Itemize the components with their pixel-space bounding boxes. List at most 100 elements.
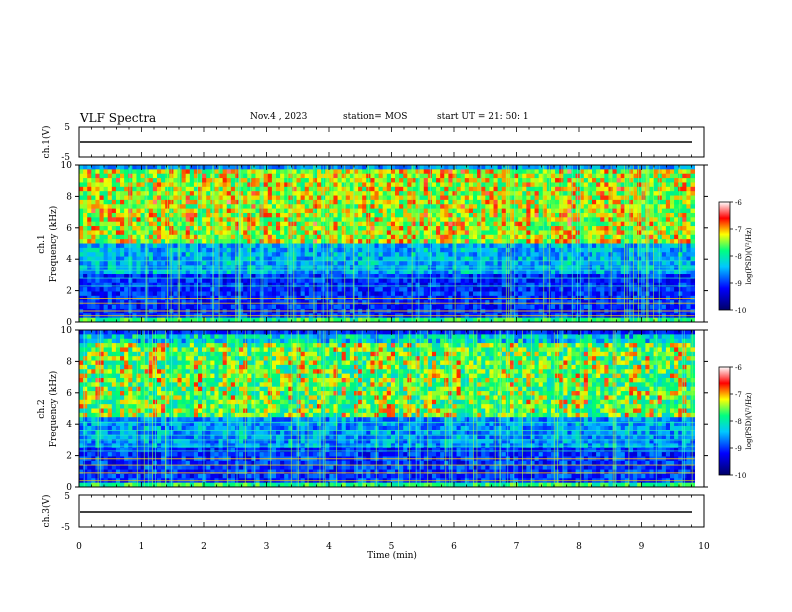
spectrogram-cell — [596, 256, 601, 262]
spectrogram-cell — [637, 169, 642, 175]
spectrogram-cell — [481, 204, 486, 210]
spectrogram-cell — [353, 191, 359, 196]
spectrogram-cell — [620, 199, 626, 205]
spectrogram-cell — [362, 256, 367, 262]
spectrogram-cell — [271, 252, 277, 257]
spectrogram-cell — [633, 243, 638, 249]
spectrogram-cell — [91, 208, 96, 214]
spectrogram-cell — [382, 182, 388, 188]
spectrogram-cell — [132, 182, 137, 188]
spectrogram-cell — [132, 269, 137, 275]
spectrogram-cell — [489, 291, 494, 297]
spectrogram-cell — [156, 212, 162, 218]
spectrogram-cell — [349, 256, 355, 262]
spectrogram-cell — [111, 173, 117, 179]
spectrogram-cell — [333, 217, 338, 223]
spectrogram-cell — [567, 291, 572, 297]
spectrogram-cell — [460, 226, 466, 231]
spectrogram-cell — [161, 239, 166, 244]
spectrogram-cell — [239, 247, 244, 253]
spectrogram-cell — [444, 221, 449, 227]
spectrogram-cell — [243, 274, 248, 279]
spectrogram-cell — [444, 217, 449, 223]
spectrogram-cell — [583, 178, 589, 183]
spectrogram-cell — [550, 239, 556, 244]
spectrogram-cell — [600, 300, 605, 305]
spectrogram-cell — [485, 287, 490, 292]
spectrogram-cell — [345, 230, 351, 236]
spectrogram-cell — [259, 191, 265, 196]
spectrogram-cell — [267, 230, 273, 236]
spectrogram-cell — [596, 191, 601, 196]
spectrogram-cell — [477, 204, 482, 210]
spectrogram-cell — [292, 212, 297, 218]
spectrogram-cell — [608, 204, 613, 210]
spectrogram-cell — [120, 243, 125, 249]
spectrogram-cell — [333, 247, 338, 253]
spectrogram-cell — [436, 252, 441, 257]
spectrogram-cell — [481, 182, 486, 188]
spectrogram-cell — [444, 230, 449, 236]
spectrogram-cell — [464, 291, 470, 297]
spectrogram-cell — [358, 199, 363, 205]
spectrogram-cell — [87, 291, 92, 297]
spectrogram-cell — [87, 317, 92, 323]
spectrogram-cell — [161, 186, 166, 192]
spectrogram-cell — [169, 252, 174, 257]
spectrogram-cell — [280, 265, 285, 271]
spectrogram-cell — [185, 165, 191, 170]
spectrogram-cell — [579, 282, 585, 288]
spectrogram-cell — [452, 195, 457, 201]
spectrogram-cell — [239, 260, 244, 266]
spectrogram-cell — [542, 291, 548, 297]
spectrogram-cell — [198, 291, 203, 297]
spectrogram-cell — [263, 195, 269, 201]
spectrogram-cell — [497, 217, 503, 223]
spectrogram-cell — [571, 199, 576, 205]
spectrogram-cell — [612, 291, 618, 297]
spectrogram-cell — [345, 195, 351, 201]
spectrogram-cell — [448, 195, 453, 201]
spectrogram-cell — [419, 317, 425, 323]
spectrogram-cell — [206, 291, 211, 297]
spectrogram-cell — [370, 173, 375, 179]
spectrogram-cell — [103, 221, 109, 227]
spectrogram-cell — [460, 304, 466, 310]
spectrogram-cell — [222, 282, 228, 288]
spectrogram-cell — [300, 265, 306, 271]
spectrogram-cell — [374, 274, 379, 279]
spectrogram-cell — [423, 252, 429, 257]
spectrogram-cell — [300, 260, 306, 266]
spectrogram-cell — [337, 173, 343, 179]
spectrogram-cell — [218, 165, 224, 170]
spectrogram-cell — [341, 230, 347, 236]
spectrogram-cell — [456, 260, 462, 266]
spectrogram-cell — [608, 247, 613, 253]
spectrogram-cell — [300, 165, 306, 170]
spectrogram-cell — [518, 300, 523, 305]
spectrogram-cell — [296, 234, 302, 240]
spectrogram-cell — [173, 217, 178, 223]
spectrogram-cell — [193, 239, 199, 244]
spectrogram-cell — [395, 173, 400, 179]
spectrogram-cell — [193, 287, 199, 292]
spectrogram-cell — [181, 226, 187, 231]
spectrogram-cell — [304, 243, 310, 249]
spectrogram-cell — [390, 173, 396, 179]
spectrogram-cell — [95, 274, 100, 279]
spectrogram-cell — [271, 226, 277, 231]
spectrogram-cell — [600, 260, 605, 266]
spectrogram-cell — [202, 300, 207, 305]
spectrogram-cell — [423, 173, 429, 179]
spectrogram-cell — [559, 226, 564, 231]
spectrogram-cell — [633, 173, 638, 179]
spectrogram-cell — [374, 278, 379, 284]
spectrogram-cell — [526, 287, 531, 292]
spectrogram-cell — [140, 165, 146, 170]
spectrogram-cell — [280, 300, 285, 305]
spectrogram-cell — [107, 186, 113, 192]
spectrogram-cell — [259, 274, 265, 279]
spectrogram-cell — [431, 269, 437, 275]
spectrogram-cell — [345, 186, 351, 192]
spectrogram-cell — [156, 252, 162, 257]
